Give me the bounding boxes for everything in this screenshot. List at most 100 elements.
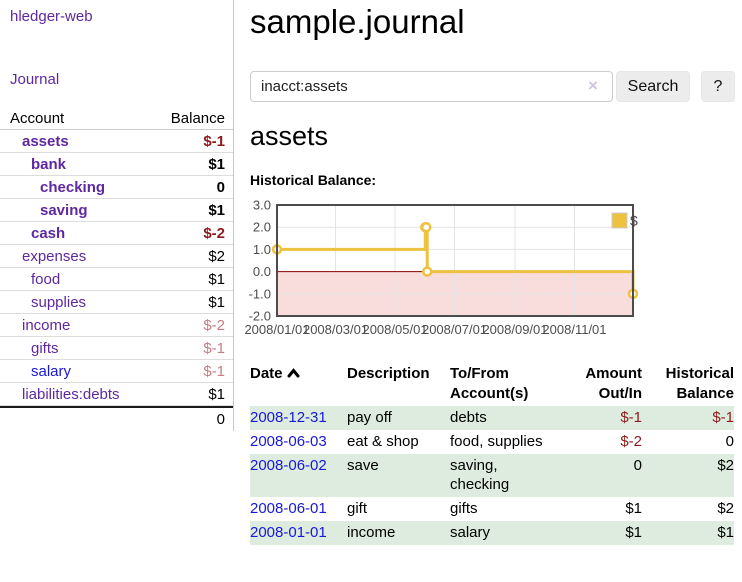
account-balance: 0 [216,178,225,196]
chart-y-tick-label: 0.0 [253,264,271,279]
chart-x-tick-label: 2008/07/01 [422,322,487,337]
register-accounts-cell: food, supplies [450,433,543,450]
register-date-cell: 2008-06-02 [250,454,347,497]
chart-y-tick-label: -1.0 [249,286,271,301]
register-accounts-cell: salary [450,524,491,541]
register-amount-cell: $-2 [620,433,642,450]
account-row: food $1 [0,268,233,291]
account-link[interactable]: cash [31,224,66,242]
account-balance: $-1 [203,362,225,380]
register-row: 2008-12-31 pay off debts $-1 $-1 [250,406,734,430]
chart-legend-label: $ [630,213,638,229]
accounts-total-row: 0 [0,406,233,430]
accounts-header-balance: Balance [170,110,225,127]
sort-ascending-icon [287,368,300,378]
account-link[interactable]: checking [40,178,106,196]
account-row: income $-2 [0,314,233,337]
chart-y-tick-label: 1.0 [253,242,271,257]
account-link[interactable]: food [31,270,61,288]
register-header-row: Date Description To/From Account(s) Amou… [250,362,734,406]
column-header-description[interactable]: Description [347,365,430,382]
transaction-date-link[interactable]: 2008-01-01 [250,524,327,541]
column-header-amount[interactable]: Amount Out/In [562,362,642,406]
search-form: × Search ? [250,71,742,102]
account-link[interactable]: salary [31,362,72,380]
accounts-tree: Account Balance assets $-1 bank $1 checking 0… [0,104,233,430]
account-row: bank $1 [0,153,233,176]
chart-x-tick-label: 2008/03/01 [303,322,368,337]
register-table: Date Description To/From Account(s) Amou… [250,362,734,545]
column-header-accounts-line1: To/From [450,365,509,382]
account-page-title: assets [250,121,329,151]
transaction-date-link[interactable]: 2008-12-31 [250,409,327,426]
column-header-balance[interactable]: Historical Balance [642,362,734,406]
register-amount-cell: $-1 [620,409,642,426]
register-row: 2008-06-01 gift gifts $1 $2 [250,497,734,521]
column-header-date[interactable]: Date [250,362,347,406]
chart-x-tick-label: 2008/01/01 [244,322,309,337]
accounts-header-account: Account [10,110,65,127]
chart-x-tick-label: 2008/09/01 [482,322,547,337]
search-input[interactable] [250,71,613,102]
register-amount-cell: $1 [625,524,642,541]
account-row: gifts $-1 [0,337,233,360]
register-description-cell: pay off [347,409,392,426]
account-row: supplies $1 [0,291,233,314]
column-header-amount-line2: Out/In [598,385,642,402]
sidebar-divider [233,0,234,431]
account-link[interactable]: assets [22,132,69,150]
account-link[interactable]: income [22,316,71,334]
account-row: assets $-1 [0,130,233,153]
account-balance: $1 [208,385,225,403]
account-row: checking 0 [0,176,233,199]
account-row: saving $1 [0,199,233,222]
register-row: 2008-06-03 eat & shop food, supplies $-2 0 [250,430,734,454]
accounts-total-value: 0 [216,410,225,428]
register-date-cell: 2008-06-01 [250,497,347,521]
column-header-balance-line1: Historical [665,365,734,382]
account-balance: $1 [208,270,225,288]
chart-y-tick-label: 2.0 [253,220,271,235]
account-row: liabilities:debts $1 [0,383,233,406]
account-balance: $-1 [203,339,225,357]
account-link[interactable]: supplies [31,293,87,311]
transaction-date-link[interactable]: 2008-06-03 [250,433,327,450]
transaction-date-link[interactable]: 2008-06-02 [250,457,327,474]
register-row: 2008-01-01 income salary $1 $1 [250,521,734,545]
register-balance-cell: 0 [725,433,734,450]
help-button[interactable]: ? [701,71,735,102]
account-row: salary $-1 [0,360,233,383]
register-accounts-cell: saving, checking [450,457,510,493]
sidebar-item-journal[interactable]: Journal [10,71,60,88]
register-description-cell: income [347,524,396,541]
account-link[interactable]: liabilities:debts [22,385,120,403]
register-date-cell: 2008-12-31 [250,406,347,430]
account-balance: $-1 [203,132,225,150]
clear-search-icon[interactable]: × [588,76,598,95]
register-amount-cell: $1 [625,500,642,517]
brand-link[interactable]: hledger-web [10,8,93,25]
search-button[interactable]: Search [616,71,690,102]
register-date-cell: 2008-01-01 [250,521,347,545]
chart-data-point [421,266,433,277]
chart-x-tick-label: 2008/11/01 [542,322,606,337]
register-description-cell: eat & shop [347,433,419,450]
register-description-cell: gift [347,500,368,517]
account-link[interactable]: saving [40,201,88,219]
column-header-balance-line2: Balance [676,385,734,402]
chart-y-tick-label: -2.0 [249,309,271,324]
chart-x-tick-label: 2008/05/01 [362,322,427,337]
account-balance: $1 [208,293,225,311]
column-header-accounts[interactable]: To/From Account(s) [450,362,562,406]
chart-y-tick-label: 3.0 [253,200,271,213]
account-balance: $2 [208,247,225,265]
account-link[interactable]: bank [31,155,67,173]
account-balance: $1 [208,155,225,173]
page-title: sample.journal [250,3,465,40]
transaction-date-link[interactable]: 2008-06-01 [250,500,327,517]
register-accounts-cell: gifts [450,500,478,517]
accounts-header: Account Balance [0,104,233,130]
chart-canvas: 3.0 2.0 1.0 0.0 -1.0 -2.02008/01/012008/03/01… [244,200,639,337]
account-link[interactable]: expenses [22,247,87,265]
account-link[interactable]: gifts [31,339,59,357]
